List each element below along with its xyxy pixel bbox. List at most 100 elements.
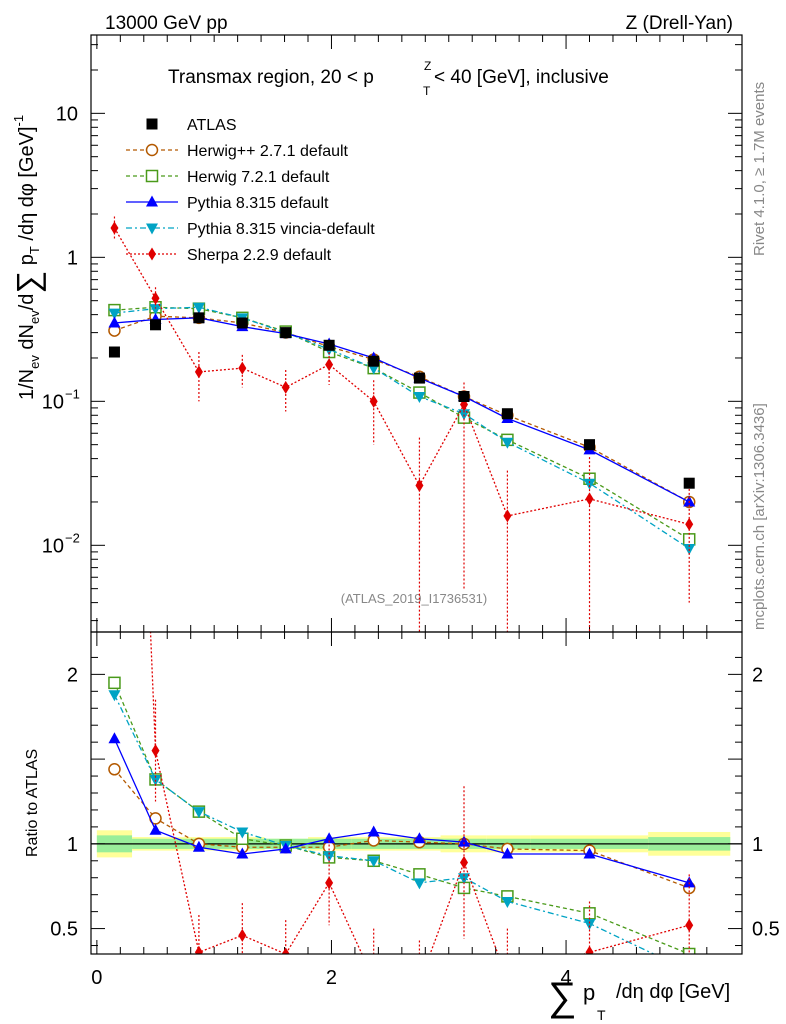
x-tick-label: 2 [326, 967, 337, 989]
energy-label: 13000 GeV pp [105, 13, 228, 34]
data-point [193, 312, 205, 324]
data-point [458, 391, 470, 403]
ratio-point [367, 825, 380, 837]
ratio-y-axis-label: Ratio to ATLAS [24, 749, 41, 857]
ratio-point [370, 973, 378, 986]
data-point [585, 492, 594, 506]
ratio-point [413, 878, 426, 890]
ratio-point [583, 918, 596, 930]
ratio-plot-frame [90, 631, 743, 955]
data-point [369, 394, 378, 408]
y-tick-label: 10 [56, 103, 78, 125]
legend-item: Pythia 8.315 vincia-default [126, 221, 375, 238]
ratio-point [413, 832, 426, 844]
ratio-point [194, 945, 203, 954]
ratio-point [367, 856, 380, 868]
ratio-point [503, 973, 511, 986]
ratio-point [281, 947, 290, 954]
legend-marker [145, 143, 159, 157]
series-line [114, 317, 690, 503]
mcplots-label: mcplots.cern.ch [arXiv:1306.3436] [751, 403, 768, 630]
ratio-point [236, 847, 249, 859]
series-pythia-8-315-vincia-default-main [108, 302, 696, 556]
plot-title-sup: Z [424, 59, 431, 73]
ratio-line [113, 768, 690, 889]
ratio-tick-label-right: 1 [752, 834, 763, 856]
ratio-point [108, 763, 121, 776]
series-line [114, 306, 690, 550]
ratio-point [151, 744, 160, 758]
series-atlas-main [108, 312, 695, 489]
y-tick-label: 10 [42, 391, 64, 413]
ratio-point [236, 827, 249, 839]
legend-label: Herwig++ 2.7.1 default [187, 143, 349, 160]
series-sherpa-2-2-9-default-main [110, 216, 694, 632]
ratio-point [279, 842, 292, 854]
ratio-point [322, 840, 336, 854]
legend-label: ATLAS [187, 117, 237, 134]
legend-item: ATLAS [146, 117, 237, 134]
legend-item: Herwig 7.2.1 default [126, 169, 330, 186]
ratio-line [113, 738, 690, 884]
ratio-point [192, 840, 205, 852]
ratio-point [325, 876, 334, 890]
series-line [114, 306, 690, 540]
data-point [110, 221, 119, 235]
x-axis-label-sub: T [597, 1007, 606, 1023]
ratio-point [238, 928, 247, 942]
series-pythia-8-315-default-main [108, 311, 696, 507]
ratio-tick-label: 0.5 [50, 919, 78, 941]
ratio-tick-label-right: 0.5 [752, 919, 780, 941]
ratio-line [149, 632, 690, 954]
legend-marker [145, 169, 159, 183]
data-point [583, 478, 596, 490]
data-point [108, 346, 120, 358]
legend-label: Herwig 7.2.1 default [187, 169, 330, 186]
ratio-point [323, 832, 336, 844]
y-tick-label: 1 [67, 247, 78, 269]
legend-marker [146, 195, 158, 207]
legend-marker [148, 247, 156, 261]
legend-label: Pythia 8.315 vincia-default [187, 221, 375, 238]
ratio-point [683, 876, 696, 888]
series-pythia-8-315-vincia-default-ratio [108, 690, 695, 977]
ratio-point [685, 918, 694, 932]
data-point [325, 358, 334, 372]
x-tick-label: 0 [91, 967, 102, 989]
data-point [501, 437, 514, 449]
data-point [238, 361, 247, 375]
data-point [413, 372, 425, 384]
y-tick-exponent: −2 [65, 530, 80, 545]
x-tick-label: 4 [560, 967, 571, 989]
data-point [501, 408, 513, 420]
data-point [413, 392, 426, 404]
analysis-id: (ATLAS_2019_I1736531) [341, 591, 487, 606]
legend-marker [146, 223, 158, 235]
ratio-point [458, 835, 471, 847]
ratio-point [683, 966, 695, 977]
ratio-point [583, 847, 596, 859]
legend-label: Pythia 8.315 default [187, 195, 329, 212]
x-axis-label-p: p [583, 980, 595, 1005]
data-point [192, 302, 205, 314]
data-point [281, 380, 290, 394]
series-herwig-7-2-1-default-ratio [108, 676, 696, 954]
data-point [503, 509, 512, 523]
data-point [280, 327, 292, 339]
data-point [151, 291, 160, 305]
ratio-point [413, 868, 426, 881]
ratio-point [367, 834, 380, 847]
ratio-point [460, 855, 469, 869]
ratio-tick-label: 1 [67, 834, 78, 856]
ratio-point [585, 945, 594, 954]
data-point [584, 439, 596, 451]
x-axis-label-tail: /dη dφ [GeV] [616, 981, 730, 1003]
data-point [108, 316, 121, 328]
y-tick-label: 10 [42, 535, 64, 557]
data-point [194, 365, 203, 379]
series-sherpa-2-2-9-default-ratio [149, 632, 694, 986]
legend-item: Pythia 8.315 default [126, 195, 329, 212]
plot-title-tail: < 40 [GeV], inclusive [434, 67, 609, 88]
data-point [685, 517, 694, 531]
